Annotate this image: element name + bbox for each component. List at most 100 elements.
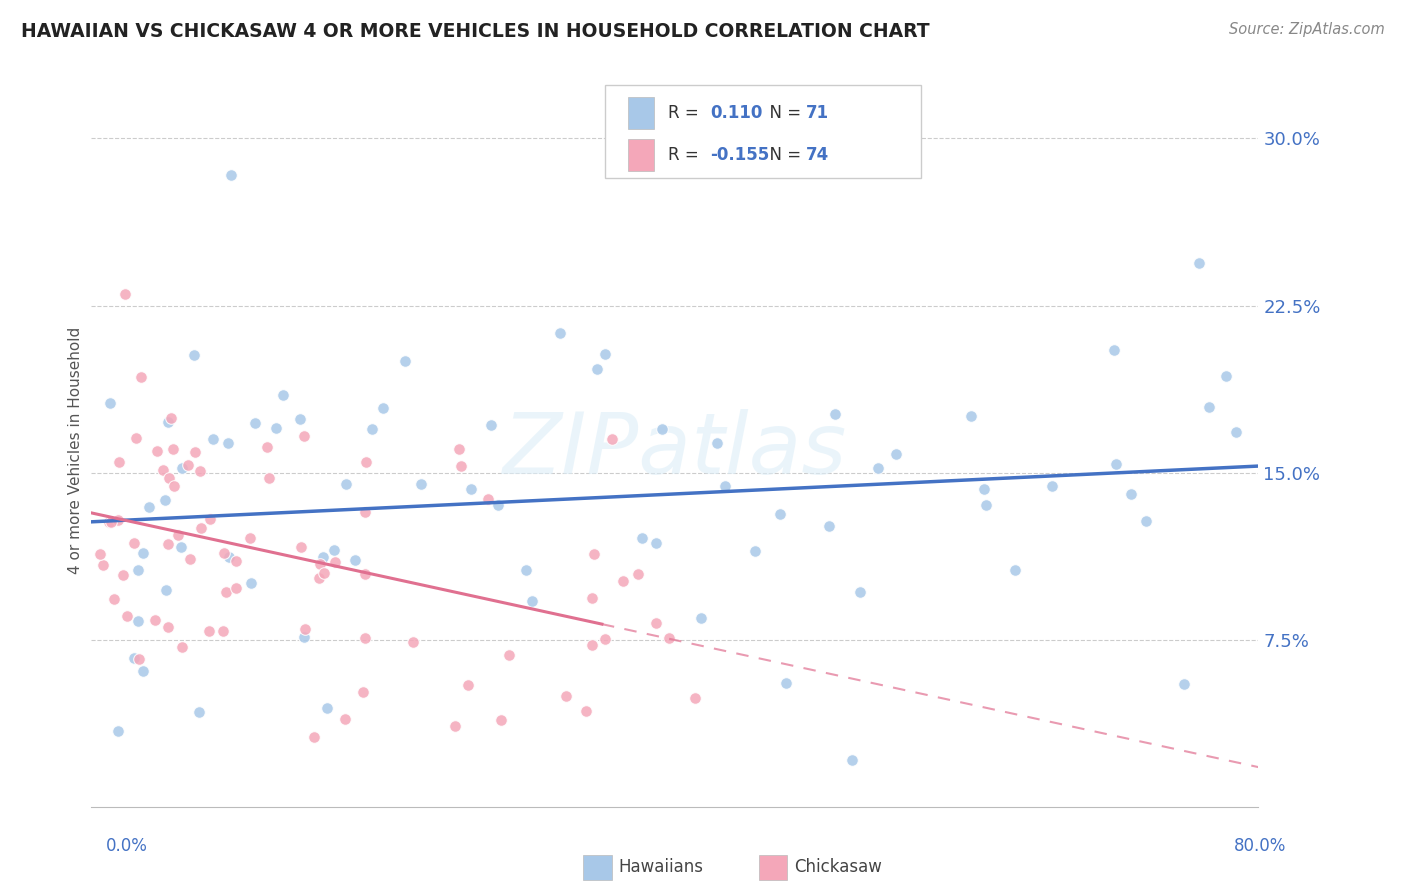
Point	[97, 515, 120, 529]
Point	[225, 581, 247, 595]
Point	[107, 513, 129, 527]
Point	[215, 585, 238, 599]
Point	[114, 287, 136, 301]
Point	[479, 418, 502, 433]
Point	[581, 591, 603, 605]
Point	[450, 458, 472, 473]
Point	[288, 412, 311, 426]
Point	[115, 609, 138, 624]
Point	[127, 614, 149, 628]
Point	[124, 650, 146, 665]
Point	[1198, 401, 1220, 415]
Point	[271, 387, 294, 401]
Point	[314, 566, 336, 580]
Point	[486, 498, 509, 512]
Point	[645, 536, 668, 550]
Text: 0.110: 0.110	[710, 104, 762, 122]
Point	[593, 632, 616, 646]
Text: 74: 74	[806, 146, 830, 164]
Point	[155, 493, 177, 508]
Point	[548, 326, 571, 340]
Point	[449, 442, 471, 457]
Point	[138, 500, 160, 514]
Text: Chickasaw: Chickasaw	[794, 858, 883, 876]
Point	[198, 512, 221, 526]
Point	[354, 631, 377, 645]
Point	[170, 640, 193, 654]
Point	[1121, 486, 1143, 500]
Point	[183, 445, 205, 459]
Y-axis label: 4 or more Vehicles in Household: 4 or more Vehicles in Household	[67, 326, 83, 574]
Point	[177, 458, 200, 472]
Point	[1102, 343, 1125, 357]
Point	[335, 477, 357, 491]
Point	[245, 416, 267, 430]
Point	[190, 521, 212, 535]
Point	[411, 476, 433, 491]
Point	[361, 422, 384, 436]
Point	[156, 537, 179, 551]
Point	[188, 705, 211, 719]
Point	[89, 548, 111, 562]
Text: Hawaiians: Hawaiians	[619, 858, 703, 876]
Point	[264, 421, 287, 435]
Point	[256, 440, 278, 454]
Text: R =: R =	[668, 146, 704, 164]
Text: R =: R =	[668, 104, 704, 122]
Point	[1173, 677, 1195, 691]
Point	[108, 455, 131, 469]
Point	[520, 593, 543, 607]
Point	[292, 428, 315, 442]
Point	[170, 541, 193, 555]
Point	[211, 624, 233, 638]
Point	[162, 442, 184, 456]
Point	[460, 482, 482, 496]
Point	[125, 432, 148, 446]
Point	[371, 401, 394, 416]
Point	[515, 563, 537, 577]
Point	[157, 471, 180, 485]
Text: ZIPatlas: ZIPatlas	[503, 409, 846, 492]
Point	[316, 701, 339, 715]
Point	[658, 631, 681, 645]
Point	[257, 471, 280, 485]
Point	[1105, 457, 1128, 471]
Point	[849, 584, 872, 599]
Point	[1040, 479, 1063, 493]
Point	[612, 574, 634, 588]
Point	[129, 369, 152, 384]
Point	[1004, 562, 1026, 576]
Point	[202, 432, 225, 446]
Point	[156, 620, 179, 634]
Point	[183, 348, 205, 362]
Text: HAWAIIAN VS CHICKASAW 4 OR MORE VEHICLES IN HOUSEHOLD CORRELATION CHART: HAWAIIAN VS CHICKASAW 4 OR MORE VEHICLES…	[21, 22, 929, 41]
Point	[477, 492, 499, 507]
Point	[172, 461, 194, 475]
Point	[651, 422, 673, 436]
Point	[974, 499, 997, 513]
Point	[219, 168, 242, 182]
Point	[239, 576, 262, 591]
Point	[132, 546, 155, 560]
Point	[122, 536, 145, 550]
Point	[152, 463, 174, 477]
Point	[575, 704, 598, 718]
Point	[593, 347, 616, 361]
Point	[217, 435, 239, 450]
Point	[167, 528, 190, 542]
Point	[239, 532, 262, 546]
Point	[714, 479, 737, 493]
Point	[352, 685, 374, 699]
Point	[304, 730, 326, 744]
Point	[218, 549, 240, 564]
Point	[581, 639, 603, 653]
Text: 0.0%: 0.0%	[105, 837, 148, 855]
Point	[98, 395, 121, 409]
Point	[824, 407, 846, 421]
Point	[866, 460, 889, 475]
Point	[112, 568, 135, 582]
Point	[973, 482, 995, 496]
Text: -0.155: -0.155	[710, 146, 769, 164]
Point	[498, 648, 520, 662]
Text: Source: ZipAtlas.com: Source: ZipAtlas.com	[1229, 22, 1385, 37]
